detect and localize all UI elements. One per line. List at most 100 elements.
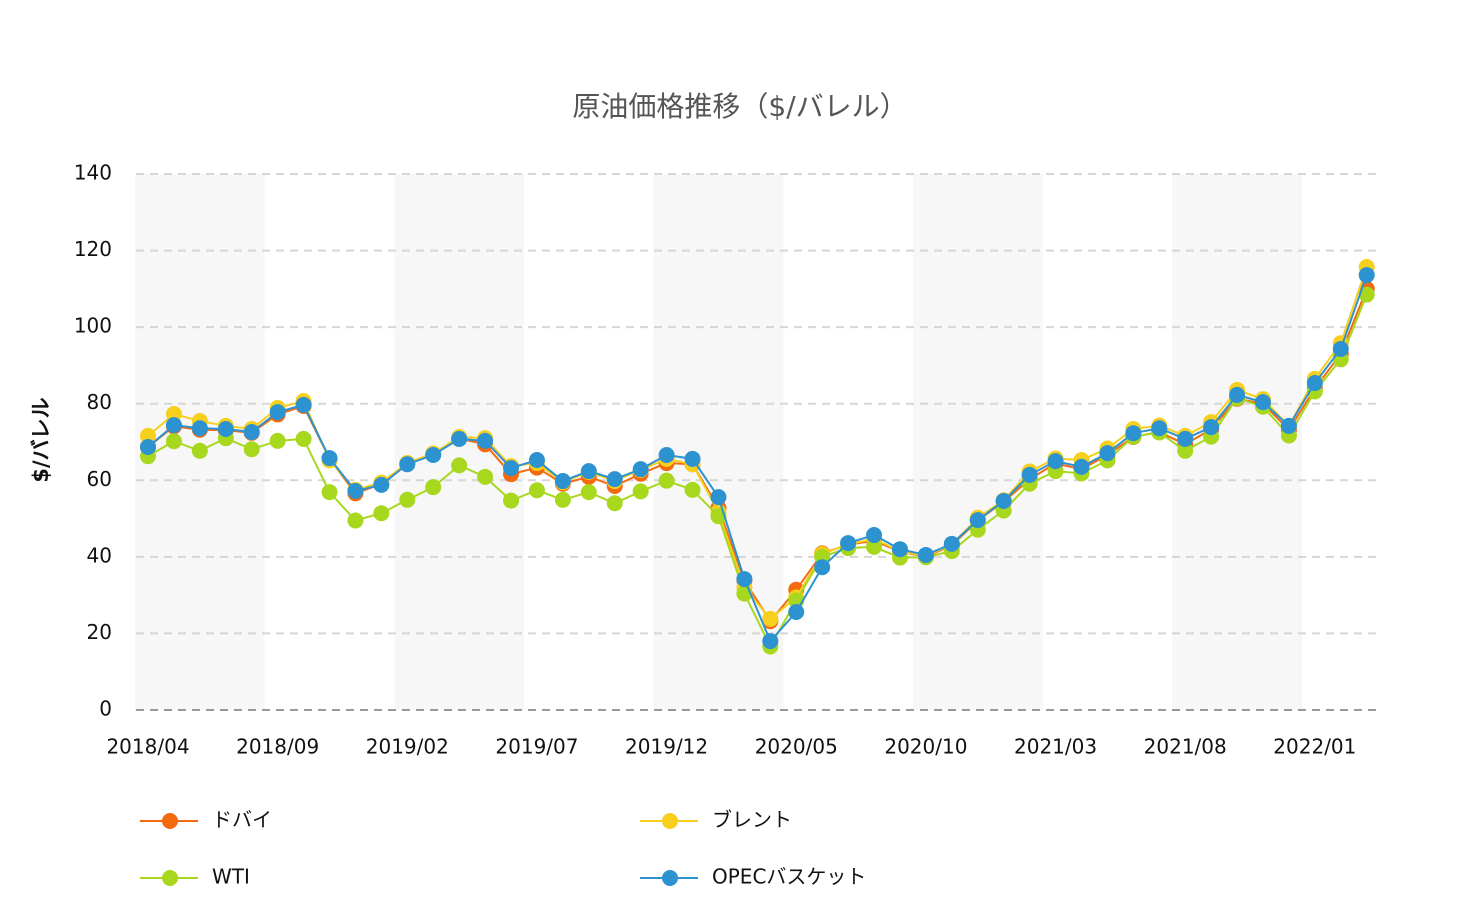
point <box>866 527 883 544</box>
point <box>1099 445 1116 462</box>
point <box>425 479 442 496</box>
point <box>995 492 1012 509</box>
legend-label: OPECバスケット <box>712 865 866 889</box>
band <box>1172 174 1302 710</box>
y-tick-label: 80 <box>87 390 112 414</box>
point <box>866 538 883 555</box>
point <box>891 541 908 558</box>
point <box>632 483 649 500</box>
point <box>295 430 312 447</box>
point <box>295 396 312 413</box>
point <box>684 450 701 467</box>
x-tick-label: 2019/12 <box>625 735 708 759</box>
y-axis-title: $/バレル <box>29 397 53 482</box>
x-tick-label: 2020/10 <box>884 735 967 759</box>
point <box>684 481 701 498</box>
x-tick-label: 2021/08 <box>1144 735 1227 759</box>
point <box>606 495 623 512</box>
legend-marker <box>162 813 178 829</box>
point <box>451 430 468 447</box>
y-tick-label: 60 <box>87 467 112 491</box>
point <box>321 484 338 501</box>
point <box>814 559 831 576</box>
point <box>1177 430 1194 447</box>
band <box>135 174 265 710</box>
point <box>451 457 468 474</box>
point <box>321 450 338 467</box>
point <box>762 633 779 650</box>
legend-label: ブレント <box>712 808 792 832</box>
point <box>140 427 156 444</box>
point <box>580 484 597 501</box>
legend-label: ドバイ <box>212 808 272 832</box>
point <box>165 433 182 450</box>
y-tick-label: 40 <box>87 543 112 567</box>
legend-label: WTI <box>212 865 250 889</box>
point <box>165 417 182 434</box>
point <box>347 483 364 500</box>
x-tick-label: 2021/03 <box>1014 735 1097 759</box>
legend-marker <box>662 813 678 829</box>
point <box>658 447 675 464</box>
point <box>969 512 986 529</box>
point <box>1332 340 1349 357</box>
point <box>1021 466 1038 483</box>
point <box>1047 453 1064 470</box>
point <box>658 472 675 489</box>
point <box>217 420 234 437</box>
point <box>1177 442 1194 459</box>
point <box>580 463 597 480</box>
point <box>1358 286 1375 303</box>
point <box>140 438 156 455</box>
point <box>736 571 753 588</box>
y-tick-label: 0 <box>99 697 112 721</box>
point <box>503 460 520 477</box>
point <box>528 482 545 499</box>
point <box>1229 386 1246 403</box>
point <box>1073 458 1090 475</box>
point <box>165 406 182 423</box>
point <box>710 489 727 506</box>
x-tick-label: 2019/07 <box>495 735 578 759</box>
point <box>373 505 390 522</box>
y-tick-label: 120 <box>74 237 112 261</box>
point <box>191 442 208 459</box>
point <box>399 456 416 473</box>
point <box>606 471 623 488</box>
x-tick-label: 2018/09 <box>236 735 319 759</box>
point <box>554 491 571 508</box>
point <box>943 535 960 552</box>
point <box>477 432 494 449</box>
point <box>1125 425 1142 442</box>
point <box>1280 417 1297 434</box>
x-tick-label: 2022/01 <box>1273 735 1356 759</box>
point <box>762 610 779 627</box>
point <box>399 491 416 508</box>
point <box>840 535 857 552</box>
point <box>373 476 390 493</box>
point <box>243 424 260 441</box>
point <box>554 473 571 490</box>
legend-marker <box>662 870 678 886</box>
point <box>917 546 934 563</box>
point <box>269 432 286 449</box>
point <box>243 441 260 458</box>
band <box>912 174 1043 710</box>
point <box>191 420 208 437</box>
y-tick-label: 20 <box>87 620 112 644</box>
point <box>1358 267 1375 284</box>
point <box>1203 419 1220 436</box>
point <box>1151 420 1168 437</box>
point <box>477 468 494 485</box>
band <box>653 174 784 710</box>
point <box>1254 394 1271 411</box>
x-tick-label: 2018/04 <box>106 735 189 759</box>
point <box>503 492 520 509</box>
point <box>425 447 442 464</box>
point <box>347 512 364 529</box>
x-tick-label: 2020/05 <box>755 735 838 759</box>
point <box>788 603 805 620</box>
chart-title: 原油価格推移（$/バレル） <box>572 90 907 123</box>
legend-marker <box>162 870 178 886</box>
